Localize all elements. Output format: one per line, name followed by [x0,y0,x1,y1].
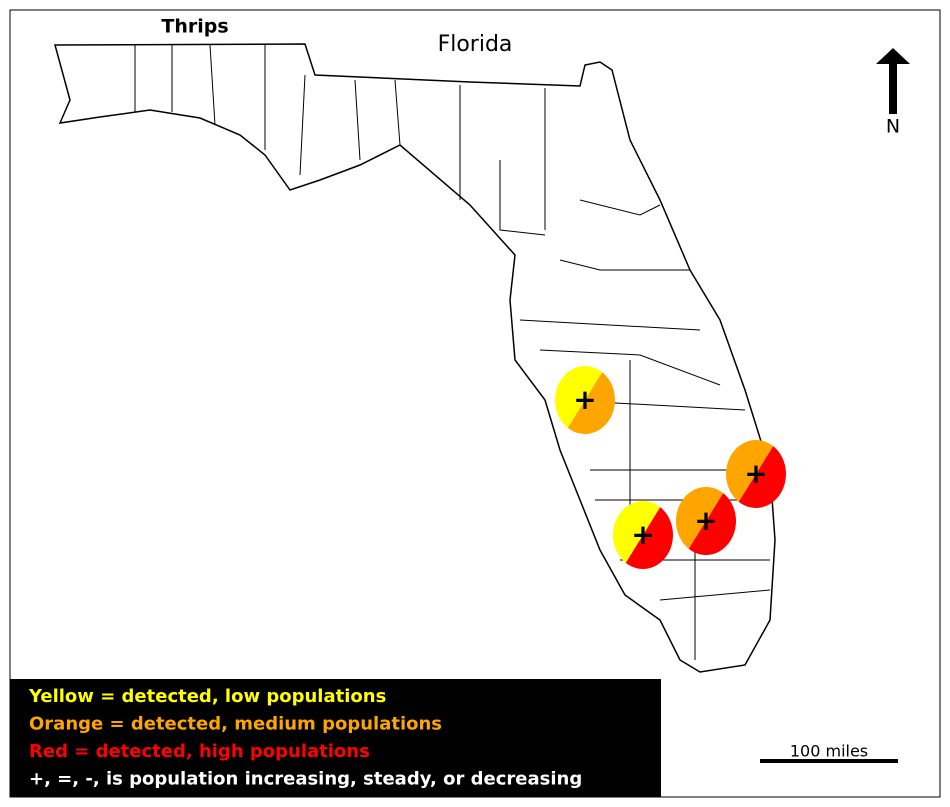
subtitle: Thrips [161,16,228,38]
scale-label: 100 miles [790,742,868,761]
marker: + [726,440,786,508]
legend-entry: Red = detected, high populations [29,741,370,762]
marker-half [613,501,661,563]
legend-entry: Orange = detected, medium populations [29,714,442,735]
marker-trend: + [631,518,654,551]
florida-outline [54,43,776,673]
marker-trend: + [573,383,596,416]
title: Florida [438,32,513,57]
marker-half [676,487,724,549]
legend-box [10,679,661,797]
marker-half [726,440,774,502]
north-label: N [886,116,900,138]
marker: + [555,366,615,434]
legend-entry: Yellow = detected, low populations [28,686,386,707]
marker-half [688,493,737,556]
marker-half [555,366,603,428]
north-arrow [876,48,910,114]
legend-entry: +, =, -, is population increasing, stead… [29,769,582,790]
marker-trend: + [744,457,767,490]
marker-half [625,507,673,569]
marker: + [613,501,673,569]
marker: + [676,487,737,556]
marker-trend: + [694,504,717,537]
legend: Yellow = detected, low populations Orange… [28,686,582,790]
marker-half [738,446,786,508]
marker-half [567,372,615,434]
markers: + + + + [555,366,786,569]
